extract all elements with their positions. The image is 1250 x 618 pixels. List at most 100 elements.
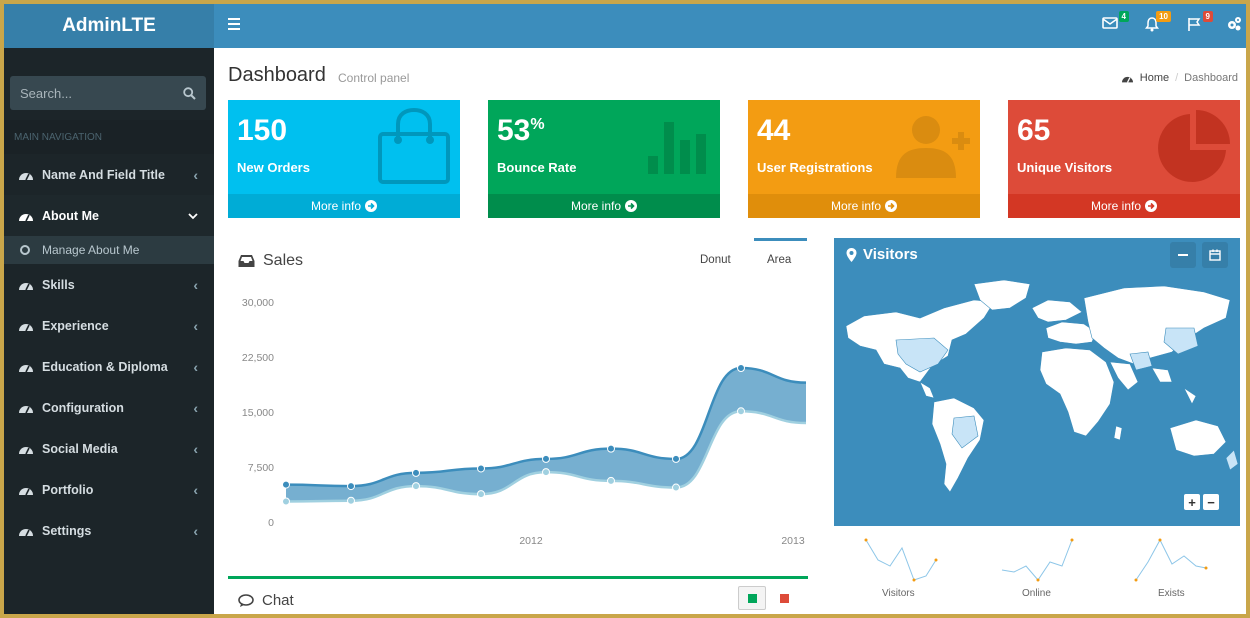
search-icon[interactable] <box>183 86 196 100</box>
info-box-label: User Registrations <box>757 160 873 175</box>
chat-status-offline-button[interactable] <box>770 586 798 610</box>
chevron-left-icon: ‹ <box>193 317 198 334</box>
breadcrumb-home-link[interactable]: Home <box>1139 72 1170 84</box>
more-info-link[interactable]: More info <box>228 194 460 218</box>
breadcrumb-separator: / <box>1175 72 1179 84</box>
breadcrumb-current: Dashboard <box>1184 72 1238 84</box>
tab-donut[interactable]: Donut <box>700 254 731 266</box>
data-point <box>672 483 680 492</box>
y-tick-label: 15,000 <box>242 407 274 419</box>
y-tick-label: 30,000 <box>242 297 274 309</box>
info-box-unique-visitors: 65 Unique Visitors More info <box>1008 100 1240 218</box>
notifications-button[interactable]: 10 <box>1144 11 1171 36</box>
dashboard-icon <box>19 323 33 331</box>
page-subtitle: Control panel <box>338 71 410 85</box>
sidebar-item-label: Social Media <box>42 441 118 456</box>
x-tick-label: 2012 <box>519 535 543 547</box>
sidebar-item-label: Experience <box>42 318 109 333</box>
sidebar-item-experience[interactable]: Experience ‹ <box>4 305 214 346</box>
data-point <box>542 454 550 463</box>
dashboard-icon <box>19 172 33 180</box>
map-zoom-in-button[interactable]: + <box>1184 494 1200 510</box>
world-map[interactable] <box>834 278 1240 518</box>
sidebar-item-settings[interactable]: Settings ‹ <box>4 510 214 551</box>
dashboard-icon <box>19 446 33 454</box>
chevron-left-icon: ‹ <box>193 440 198 457</box>
square-icon <box>747 593 757 603</box>
calendar-button[interactable] <box>1202 242 1228 268</box>
sales-area-chart: 30,000 22,500 15,000 7,500 0 2012 2013 <box>242 297 807 547</box>
dashboard-icon <box>1121 76 1133 83</box>
chevron-left-icon: ‹ <box>193 522 198 539</box>
info-box-label: Bounce Rate <box>497 160 577 175</box>
sidebar-item-label: Education & Diploma <box>42 359 168 374</box>
sidebar-subitem-manage-about-me[interactable]: Manage About Me <box>4 236 214 264</box>
sidebar-item-about-me[interactable]: About Me <box>4 195 214 236</box>
info-box-user-registrations: 44 User Registrations More info <box>748 100 980 218</box>
minimize-button[interactable] <box>1170 242 1196 268</box>
sidebar-subitem-label: Manage About Me <box>42 243 140 257</box>
sidebar-toggle-icon[interactable] <box>228 18 240 30</box>
y-tick-label: 22,500 <box>242 352 274 364</box>
search-input[interactable] <box>20 85 160 101</box>
sidebar-item-label: Portfolio <box>42 482 94 497</box>
pie-chart-icon <box>1158 110 1230 182</box>
more-info-link[interactable]: More info <box>488 194 720 218</box>
chat-status-online-button[interactable] <box>738 586 766 610</box>
chat-box-title: Chat <box>238 592 294 609</box>
data-point <box>282 480 290 489</box>
sidebar-item-label: Skills <box>42 277 75 292</box>
sidebar-item-portfolio[interactable]: Portfolio ‹ <box>4 469 214 510</box>
sparkline-label: Visitors <box>882 588 915 599</box>
content-area: Dashboard Control panel Home / Dashboard… <box>214 48 1246 614</box>
dashboard-icon <box>19 364 33 372</box>
sidebar-item-label: Name And Field Title <box>42 167 165 182</box>
more-info-link[interactable]: More info <box>748 194 980 218</box>
data-point <box>282 497 290 506</box>
dashboard-icon <box>19 487 33 495</box>
info-box-value: 53% <box>497 114 545 147</box>
sidebar-item-skills[interactable]: Skills ‹ <box>4 264 214 305</box>
arrow-circle-right-icon <box>885 200 898 212</box>
page-title: Dashboard <box>228 64 326 86</box>
data-point <box>607 476 615 485</box>
messages-button[interactable]: 4 <box>1102 11 1129 36</box>
gears-icon <box>1228 17 1241 31</box>
series-area <box>286 411 806 522</box>
sales-box-title: Sales <box>238 252 303 270</box>
flag-icon <box>1188 18 1201 31</box>
data-point <box>347 482 355 491</box>
top-navbar: 4 10 9 <box>214 4 1246 48</box>
main-navigation-header: MAIN NAVIGATION <box>4 120 214 154</box>
data-point <box>737 364 745 372</box>
sidebar-item-name-and-field-title[interactable]: Name And Field Title ‹ <box>4 154 214 195</box>
map-zoom-out-button[interactable]: − <box>1203 494 1219 510</box>
sidebar-item-configuration[interactable]: Configuration ‹ <box>4 387 214 428</box>
tab-active-indicator <box>754 238 807 241</box>
map-marker-icon <box>846 247 857 262</box>
y-tick-label: 0 <box>268 517 274 529</box>
tasks-button[interactable]: 9 <box>1186 11 1213 36</box>
chevron-left-icon: ‹ <box>193 481 198 498</box>
arrow-circle-right-icon <box>365 200 378 212</box>
dashboard-icon <box>19 282 33 290</box>
bell-icon <box>1145 17 1159 32</box>
more-info-link[interactable]: More info <box>1008 194 1240 218</box>
sidebar-item-education-diploma[interactable]: Education & Diploma ‹ <box>4 346 214 387</box>
tasks-badge: 9 <box>1202 11 1213 22</box>
tab-area[interactable]: Area <box>767 254 792 266</box>
x-tick-label: 2013 <box>781 535 805 547</box>
data-point <box>672 454 680 463</box>
chevron-left-icon: ‹ <box>193 276 198 293</box>
sidebar-item-label: Settings <box>42 523 92 538</box>
data-point <box>412 482 420 491</box>
brand-logo[interactable]: AdminLTE <box>4 4 214 48</box>
bar-chart-icon <box>648 122 706 174</box>
square-icon <box>779 593 789 603</box>
minus-icon <box>1178 254 1188 256</box>
sparkline-online <box>1001 538 1074 582</box>
control-sidebar-button[interactable] <box>1226 16 1246 36</box>
data-point <box>412 468 420 477</box>
sidebar-item-social-media[interactable]: Social Media ‹ <box>4 428 214 469</box>
dashboard-icon <box>19 528 33 536</box>
